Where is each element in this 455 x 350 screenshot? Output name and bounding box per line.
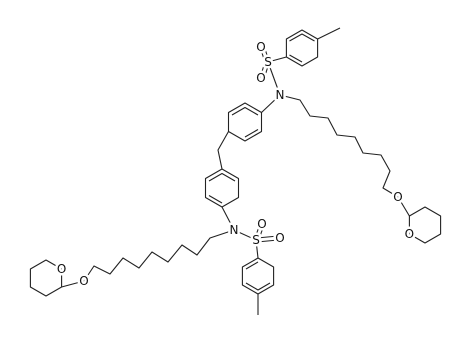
ring-double-bond [231,106,259,116]
double-bond [263,62,270,80]
atom-label: O [57,262,66,276]
atom-label: N [230,223,239,237]
thp-ring [29,259,63,297]
atom-labels: O O S N O O S O O N O O [54,38,416,291]
thp-ring [408,206,442,244]
bond [261,94,281,113]
atom-label: O [393,190,402,204]
atom-label: S [252,233,260,247]
atom-label: N [276,88,285,102]
bond [221,206,235,231]
methyl-bond [317,27,341,40]
methylene-bonds [217,131,229,170]
double-bond [256,235,279,239]
ring-double-bond [289,54,303,63]
atom-label: O [405,227,414,241]
double-bond [259,61,266,79]
atom-label: O [79,274,88,288]
tolyl-ring [241,257,275,295]
double-bond [263,45,270,62]
double-bond [254,223,261,239]
ring-double-bond [208,195,223,204]
bond [233,229,257,241]
atom-label: O [257,217,266,231]
atom-label: O [256,71,265,85]
bond [267,61,281,96]
alkyl-chain [279,94,410,217]
phenylene-ring [204,168,240,208]
ring-double-bond [289,33,315,42]
phenylene-ring [227,102,263,142]
double-bond [258,224,265,240]
ring-double-bond [245,261,259,270]
bond [255,239,259,259]
double-bond [259,46,266,63]
alkyl-chain [61,229,235,288]
atom-label: O [275,231,284,245]
ring-double-bond [244,129,259,138]
atom-label: S [264,55,272,69]
bonds [29,27,442,315]
tolyl-ring [285,29,319,67]
atom-label: O [256,40,265,54]
bond [267,56,287,63]
double-bond [256,239,279,243]
ring-double-bond [245,282,271,291]
ring-double-bond [208,172,236,182]
